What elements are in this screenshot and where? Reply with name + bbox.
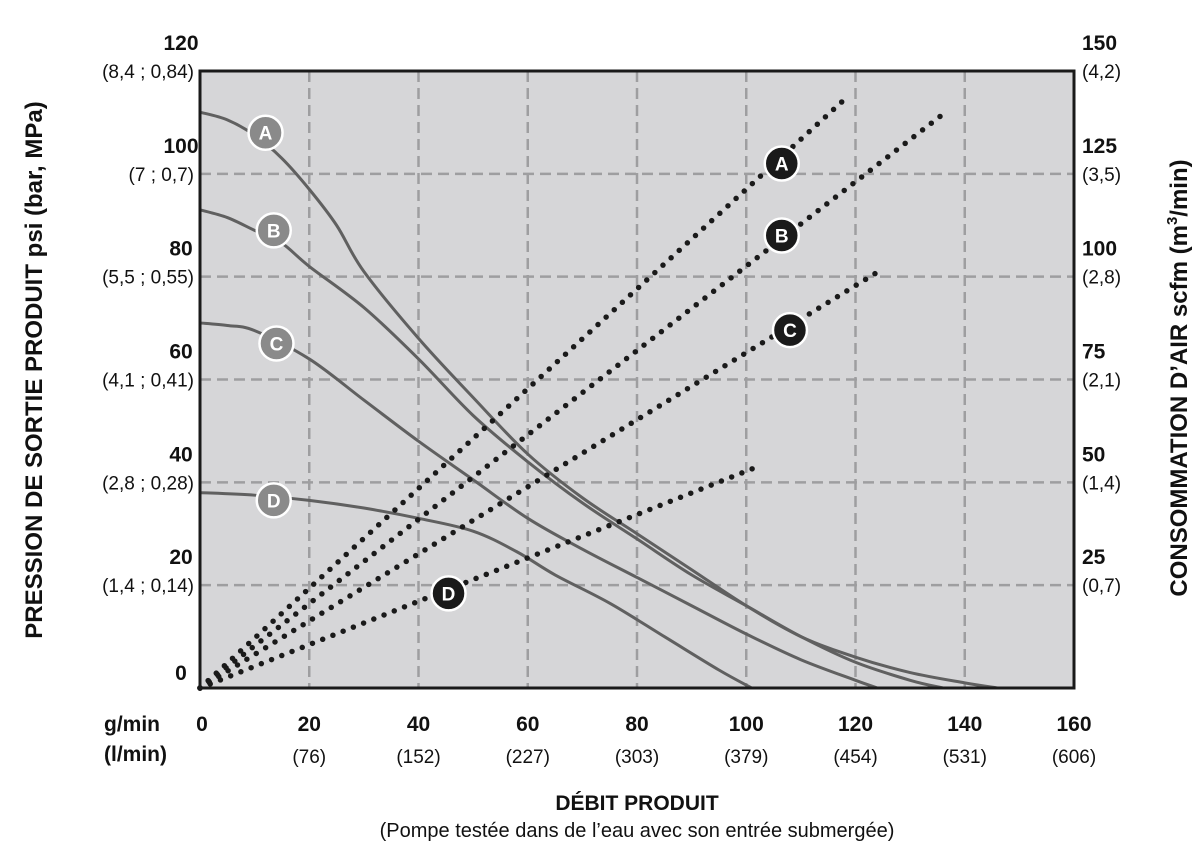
air-marker-label-d: D	[442, 584, 456, 605]
y-right-tick-sublabel: (1,4)	[1082, 473, 1121, 494]
air-marker-b	[763, 217, 801, 254]
x-axis-title: DÉBIT PRODUIT	[555, 792, 719, 815]
y-right-tick-sublabel: (3,5)	[1082, 165, 1121, 186]
y-left-tick-label: 120	[163, 32, 198, 55]
y-left-tick-label: 100	[163, 135, 198, 158]
x-tick-sublabel: (227)	[506, 747, 550, 768]
x-tick-label: 60	[516, 713, 539, 736]
air-marker-label-c: C	[783, 321, 797, 342]
air-line-a	[197, 99, 845, 691]
x-tick-label: 120	[838, 713, 873, 736]
pressure-marker-label-a: A	[259, 124, 273, 145]
air-marker-d	[430, 575, 467, 612]
y-right-tick-label: 125	[1082, 135, 1117, 158]
x-tick-label: 0	[196, 713, 208, 736]
x-tick-label: 160	[1056, 713, 1091, 736]
x-unit-label-lpm: (l/min)	[104, 743, 167, 766]
x-tick-sublabel: (531)	[943, 747, 987, 768]
pressure-marker-c	[258, 325, 295, 362]
x-tick-sublabel: (606)	[1052, 747, 1096, 768]
y-right-axis-ticks: 25 (0,7) 50 (1,4) 75 (2,1) 100 (2,8) 125 (3,5) 150…	[1082, 32, 1121, 597]
y-right-title-sup: 3	[1164, 217, 1181, 225]
y-right-title-main: CONSOMMATION D’AIR scfm (m	[1166, 225, 1193, 597]
y-left-tick-label: 40	[169, 443, 192, 466]
y-left-tick-sublabel: (7 ; 0,7)	[129, 165, 194, 186]
grid-lines	[200, 71, 1074, 688]
x-axis-caption: (Pompe testée dans de l’eau avec son ent…	[380, 820, 895, 842]
x-tick-sublabel: (152)	[396, 747, 440, 768]
x-tick-sublabel: (303)	[615, 747, 659, 768]
y-right-tick-label: 100	[1082, 238, 1117, 261]
y-right-tick-sublabel: (2,8)	[1082, 268, 1121, 289]
y-left-axis-title: PRESSION DE SORTIE PRODUIT psi (bar, MPa…	[21, 101, 48, 638]
x-tick-label: 20	[298, 713, 321, 736]
x-tick-label: 140	[947, 713, 982, 736]
y-left-tick-sublabel: (4,1 ; 0,41)	[102, 371, 194, 392]
x-tick-label: 80	[625, 713, 648, 736]
air-line-d	[197, 465, 758, 691]
y-right-axis-title: CONSOMMATION D’AIR scfm (m3/min)	[1164, 159, 1193, 596]
y-right-tick-label: 25	[1082, 546, 1106, 569]
y-left-tick-label: 60	[169, 341, 192, 364]
air-marker-label-a: A	[775, 155, 789, 176]
x-tick-sublabel: (379)	[724, 747, 768, 768]
air-marker-label-b: B	[775, 227, 789, 248]
y-left-tick-sublabel: (8,4 ; 0,84)	[102, 62, 194, 83]
x-unit-label-gpm: g/min	[104, 713, 160, 736]
pressure-curve-a	[199, 110, 998, 690]
pressure-marker-label-c: C	[270, 335, 284, 356]
x-tick-label: 100	[729, 713, 764, 736]
x-tick-sublabel: (76)	[292, 747, 326, 768]
y-left-tick-label: 80	[169, 238, 192, 261]
y-right-tick-label: 50	[1082, 443, 1105, 466]
pressure-marker-label-d: D	[267, 491, 281, 512]
pressure-marker-b	[255, 212, 292, 249]
plot-frame	[198, 69, 1076, 690]
y-right-tick-sublabel: (2,1)	[1082, 371, 1121, 392]
pressure-marker-a	[247, 114, 284, 151]
y-left-tick-sublabel: (1,4 ; 0,14)	[102, 576, 194, 597]
series-markers: A B C D A B C D	[247, 114, 809, 612]
y-right-tick-label: 150	[1082, 32, 1117, 55]
pressure-marker-d	[255, 482, 292, 519]
air-marker-c	[771, 311, 809, 349]
y-right-title-end: /min)	[1166, 159, 1193, 216]
x-axis-ticks: 0 20 (76) 40 (152) 60 (227) 80 (303) 100 (379) 120 (…	[196, 713, 1096, 768]
y-left-axis-ticks: 0 20 (1,4 ; 0,14) 40 (2,8 ; 0,28) 60 (4,1 ; 0,…	[102, 32, 198, 685]
y-left-tick-sublabel: (5,5 ; 0,55)	[102, 268, 194, 289]
air-marker-a	[763, 145, 801, 182]
y-right-tick-sublabel: (0,7)	[1082, 576, 1121, 597]
y-right-tick-label: 75	[1082, 341, 1106, 364]
y-left-tick-label: 0	[175, 662, 187, 685]
air-consumption-lines	[197, 99, 949, 691]
x-tick-label: 40	[407, 713, 430, 736]
y-left-tick-sublabel: (2,8 ; 0,28)	[102, 473, 194, 494]
pressure-marker-label-b: B	[267, 221, 281, 242]
air-line-b	[197, 109, 949, 691]
y-right-tick-sublabel: (4,2)	[1082, 62, 1121, 83]
pressure-curve-d	[199, 491, 753, 690]
y-left-tick-label: 20	[169, 546, 192, 569]
air-line-c	[197, 267, 883, 691]
x-tick-sublabel: (454)	[833, 747, 877, 768]
